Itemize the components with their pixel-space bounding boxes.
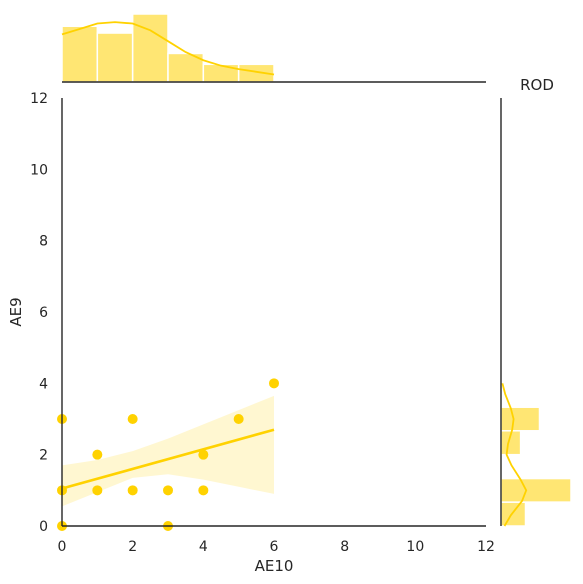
chart-title: ROD (520, 76, 554, 94)
scatter-point (163, 485, 173, 496)
x-marginal-bar (131, 13, 169, 83)
x-axis-label: AE10 (255, 557, 294, 575)
scatter-point (198, 485, 209, 496)
y-tick-label: 12 (30, 91, 48, 107)
y-marginal-kde-line (501, 383, 528, 527)
y-tick-label: 2 (39, 448, 48, 464)
x-tick-label: 4 (199, 539, 208, 555)
x-marginal-bar (202, 63, 240, 83)
x-marginal-kde-line (61, 21, 275, 76)
scatter-point (269, 378, 279, 389)
y-tick-labels: 0 2 4 6 8 10 12 (30, 91, 48, 535)
x-marginal-histogram (61, 13, 275, 83)
y-tick-label: 4 (39, 376, 48, 392)
x-tick-label: 6 (270, 539, 279, 555)
y-marginal-bar (500, 477, 572, 503)
x-tick-label: 10 (406, 539, 424, 555)
y-marginal-bar (500, 501, 527, 527)
scatter-point (233, 414, 244, 424)
x-marginal-bar (96, 32, 134, 83)
regression-line-layer (61, 428, 275, 490)
scatter-point (92, 485, 103, 496)
scatter-point (198, 449, 209, 460)
scatter-point (127, 414, 138, 424)
regression-line (61, 428, 275, 490)
x-tick-label: 2 (128, 539, 137, 555)
x-tick-label: 12 (477, 539, 495, 555)
scatter-point (127, 485, 138, 496)
x-tick-label: 8 (340, 539, 349, 555)
y-marginal-histogram (500, 383, 572, 527)
x-marginal-bar (61, 25, 99, 83)
y-tick-label: 8 (39, 234, 48, 250)
y-tick-label: 6 (39, 305, 48, 321)
regression-confidence-band-layer (62, 395, 274, 507)
y-tick-label: 10 (30, 162, 48, 178)
y-marginal-bar (500, 406, 541, 432)
scatter-point (92, 449, 103, 460)
x-tick-labels: 0 2 4 6 8 10 12 (58, 539, 495, 555)
y-axis-label: AE9 (7, 297, 25, 326)
regression-confidence-band (62, 395, 274, 507)
axes (61, 81, 502, 527)
y-tick-label: 0 (39, 519, 48, 535)
x-tick-label: 0 (58, 539, 67, 555)
